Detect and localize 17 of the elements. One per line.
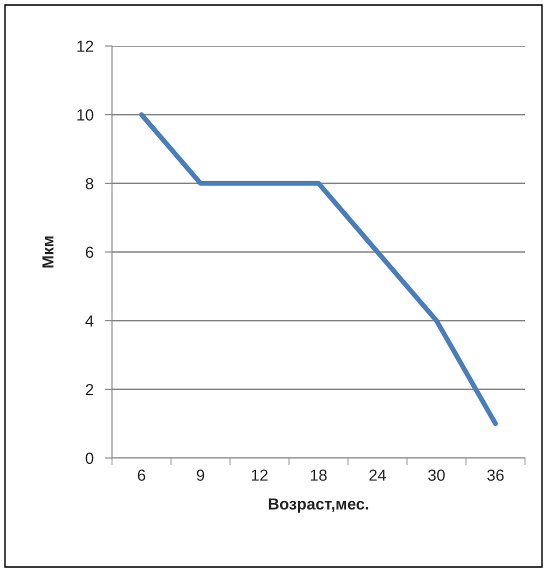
- line-series: [139, 112, 498, 426]
- x-axis-title: Возраст,мес.: [268, 498, 368, 513]
- y-tick-label: 8: [86, 178, 94, 190]
- y-tick-label: 4: [85, 315, 94, 326]
- x-tick-label: 6: [138, 470, 146, 481]
- x-tick-label: 30: [428, 470, 445, 481]
- y-tick-label: 12: [77, 40, 94, 52]
- x-tick-label: 36: [487, 470, 504, 481]
- y-tick-label: 0: [86, 452, 94, 464]
- y-tick-label: 2: [86, 384, 94, 396]
- y-tick-label: 6: [86, 246, 94, 258]
- x-tick-label: 9: [196, 470, 204, 481]
- y-tick-label: 10: [77, 109, 94, 121]
- x-tick-label: 18: [310, 470, 327, 481]
- x-tick-label: 24: [369, 470, 386, 481]
- y-axis-title: Мкм: [42, 236, 54, 268]
- x-tick-label: 12: [252, 470, 268, 481]
